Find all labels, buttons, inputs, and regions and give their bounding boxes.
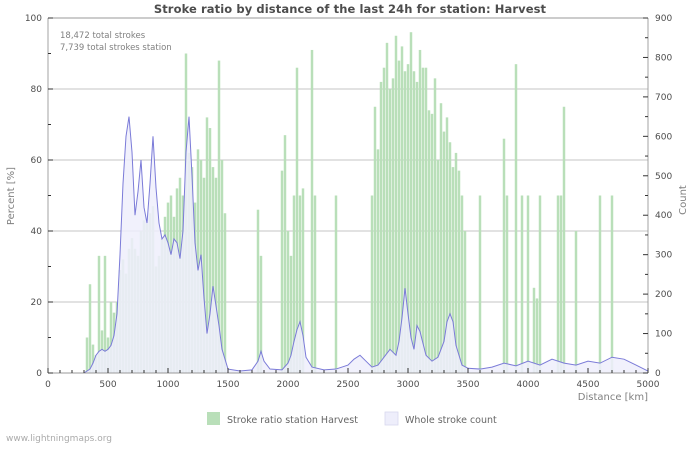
x-tick-label: 2500 [337,380,360,390]
y-left-tick-label: 60 [31,156,43,166]
chart-legend: Stroke ratio station Harvest Whole stroke… [207,411,497,426]
annotation-total-strokes: 18,472 total strokes [60,31,146,41]
legend-item[interactable]: Whole stroke count [384,411,497,426]
x-tick-label: 3500 [457,380,480,390]
area-series-whole-stroke-count [83,116,649,374]
x-tick-label: 0 [45,380,51,390]
y-right-tick-label: 300 [655,251,672,261]
y-axis-left-title: Percent [%] [6,167,17,225]
y-axis-right-title: Count [678,185,689,215]
x-tick-label: 500 [99,380,116,390]
y-right-tick-label: 800 [655,53,672,63]
y-right-tick-label: 900 [655,14,672,24]
x-tick-label: 1500 [217,380,240,390]
legend-swatch [207,412,220,425]
legend-swatch [384,411,399,426]
x-tick-label: 3000 [397,380,420,390]
x-tick-label: 1000 [157,380,180,390]
y-right-tick-label: 400 [655,211,672,221]
y-left-tick-label: 40 [31,227,43,237]
x-tick-label: 5000 [637,380,660,390]
y-left-tick-label: 0 [36,369,42,379]
annotation-total-strokes-station: 7,739 total strokes station [60,43,172,53]
y-right-tick-label: 500 [655,172,672,182]
watermark-text: www.lightningmaps.org [6,434,112,444]
chart-title: Stroke ratio by distance of the last 24h… [153,2,547,16]
x-axis-title: Distance [km] [578,392,648,403]
y-right-tick-label: 0 [655,369,661,379]
legend-item[interactable]: Stroke ratio station Harvest [207,412,358,426]
y-right-tick-label: 100 [655,330,672,340]
y-left-tick-label: 20 [31,298,43,308]
legend-label: Whole stroke count [405,415,497,426]
y-right-tick-label: 600 [655,132,672,142]
x-tick-label: 4000 [517,380,540,390]
axis-ticks [47,17,649,374]
y-left-tick-label: 100 [25,14,42,24]
y-right-tick-label: 700 [655,93,672,103]
axis-tick-labels: 0204060801000100200300400500600700800900… [25,14,673,390]
y-right-tick-label: 200 [655,290,672,300]
x-tick-label: 4500 [577,380,600,390]
legend-label: Stroke ratio station Harvest [227,415,358,426]
x-tick-label: 2000 [277,380,300,390]
y-left-tick-label: 80 [31,85,43,95]
